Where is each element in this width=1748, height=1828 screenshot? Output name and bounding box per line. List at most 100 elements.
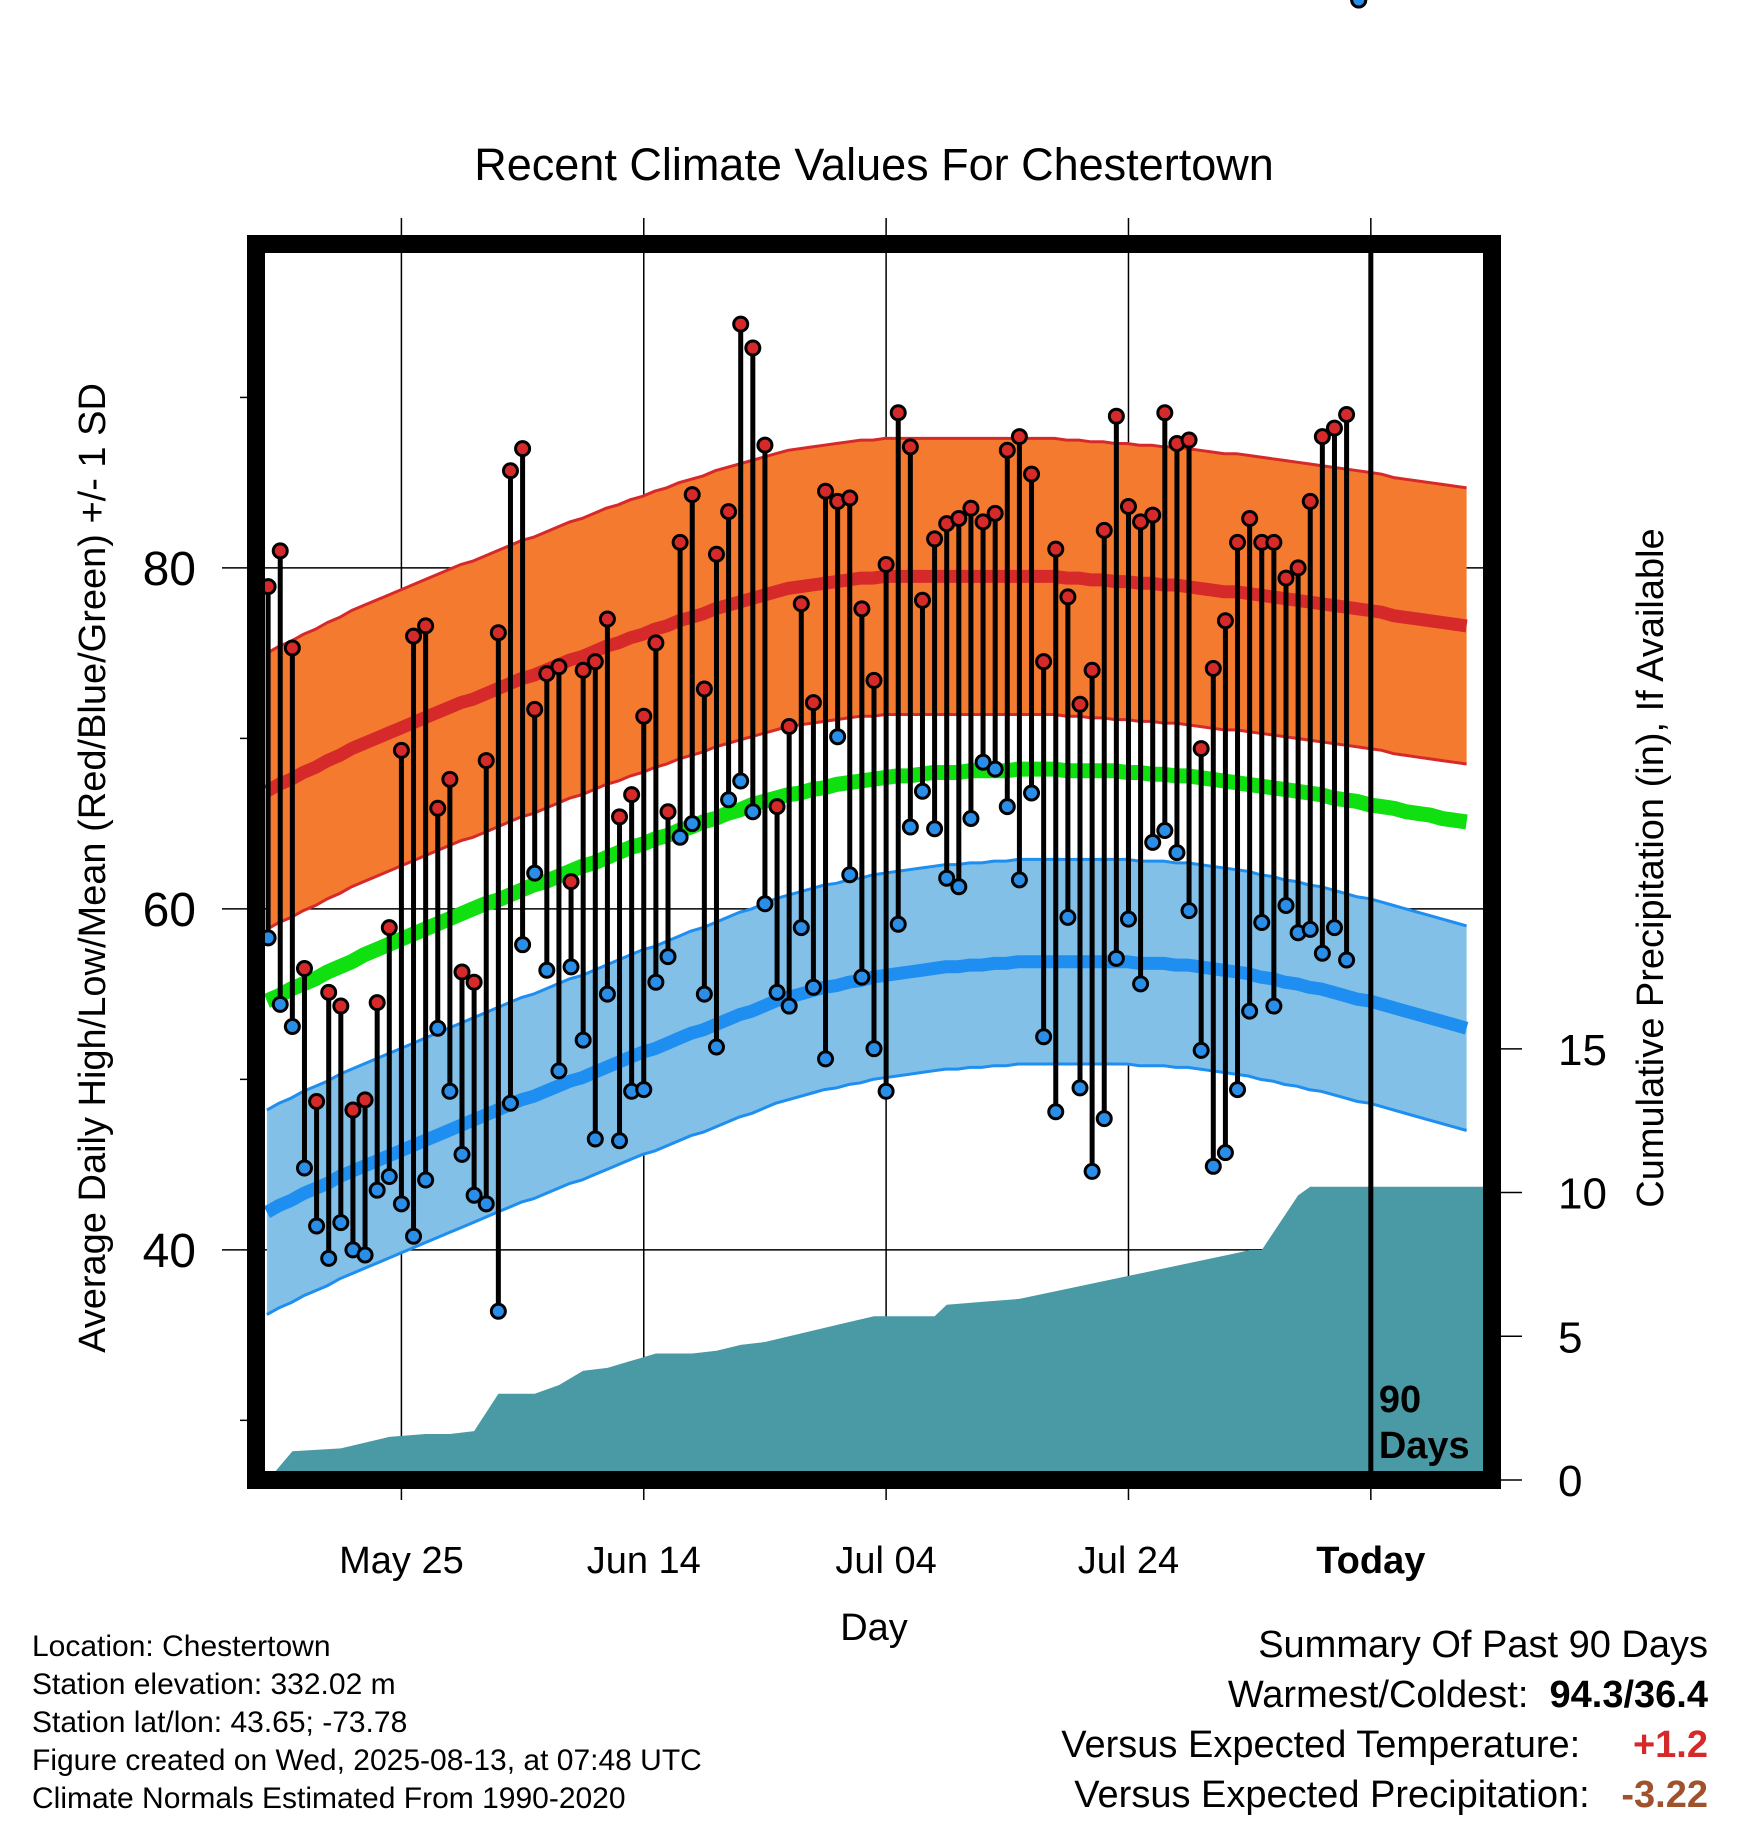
daily-high-point bbox=[429, 799, 447, 817]
info-location: Location: Chestertown bbox=[32, 1630, 331, 1663]
summary-precip-value: -3.22 bbox=[1621, 1774, 1708, 1816]
daily-high-point bbox=[611, 808, 629, 826]
low-band-lower-edge bbox=[266, 1062, 1468, 1316]
daily-low-point bbox=[586, 1130, 604, 1148]
daily-high-point bbox=[1119, 498, 1137, 516]
summary-title: Summary Of Past 90 Days bbox=[1258, 1624, 1708, 1666]
info-created: Figure created on Wed, 2025-08-13, at 07… bbox=[32, 1744, 702, 1777]
daily-high-point bbox=[441, 770, 459, 788]
daily-high-point bbox=[538, 665, 556, 683]
daily-high-point bbox=[344, 1101, 362, 1119]
daily-high-point bbox=[1156, 404, 1174, 422]
daily-high-point bbox=[1010, 428, 1028, 446]
daily-low-point bbox=[271, 995, 289, 1013]
daily-low-point bbox=[998, 798, 1016, 816]
daily-low-point bbox=[1132, 975, 1150, 993]
daily-low-point bbox=[1180, 902, 1198, 920]
daily-high-point bbox=[405, 627, 423, 645]
daily-low-point bbox=[962, 810, 980, 828]
daily-low-point bbox=[901, 818, 919, 836]
daily-low-point bbox=[562, 958, 580, 976]
y2-tick-label: 5 bbox=[1558, 1313, 1582, 1362]
daily-low-point bbox=[1144, 833, 1162, 851]
daily-high-point bbox=[804, 694, 822, 712]
daily-high-point bbox=[853, 600, 871, 618]
daily-high-point bbox=[768, 798, 786, 816]
daily-low-point bbox=[283, 1018, 301, 1036]
daily-low-point bbox=[1313, 944, 1331, 962]
daily-low-point bbox=[768, 983, 786, 1001]
daily-low-point bbox=[720, 791, 738, 809]
daily-low-point bbox=[380, 1168, 398, 1186]
daily-high-point bbox=[1047, 540, 1065, 558]
chart-title: Recent Climate Values For Chestertown bbox=[474, 139, 1274, 190]
summary-temp-row: Versus Expected Temperature: +1.2 bbox=[1061, 1720, 1708, 1770]
daily-low-point bbox=[780, 997, 798, 1015]
daily-high-point bbox=[1338, 405, 1356, 423]
daily-high-point bbox=[1229, 533, 1247, 551]
daily-high-point bbox=[635, 707, 653, 725]
daily-high-point bbox=[1083, 661, 1101, 679]
daily-high-point bbox=[586, 653, 604, 671]
info-normals: Climate Normals Estimated From 1990-2020 bbox=[32, 1782, 626, 1815]
high-band-upper-edge bbox=[266, 436, 1467, 655]
daily-high-point bbox=[1277, 569, 1295, 587]
daily-low-point bbox=[1325, 919, 1343, 937]
daily-low-point bbox=[841, 866, 859, 884]
daily-low-point bbox=[1156, 821, 1174, 839]
today-label-days: Days bbox=[1379, 1425, 1470, 1467]
daily-low-point bbox=[489, 1302, 507, 1320]
daily-high-point bbox=[392, 741, 410, 759]
summary-panel: Summary Of Past 90 Days Warmest/Coldest:… bbox=[1061, 1620, 1708, 1820]
daily-high-point bbox=[332, 997, 350, 1015]
daily-range-sticks bbox=[265, 324, 1350, 1312]
daily-high-point bbox=[417, 617, 435, 635]
daily-low-point bbox=[1338, 951, 1356, 969]
daily-high-point bbox=[1023, 465, 1041, 483]
daily-high-point bbox=[926, 530, 944, 548]
daily-low-point bbox=[441, 1082, 459, 1100]
daily-high-point bbox=[732, 315, 750, 333]
daily-high-point bbox=[780, 717, 798, 735]
low-band-upper-edge bbox=[266, 857, 1468, 1112]
daily-high-point bbox=[501, 462, 519, 480]
daily-low-point bbox=[1010, 871, 1028, 889]
daily-high-point bbox=[574, 661, 592, 679]
daily-high-point bbox=[453, 963, 471, 981]
daily-high-point bbox=[756, 436, 774, 454]
daily-low-point bbox=[1095, 1110, 1113, 1128]
daily-high-point bbox=[950, 509, 968, 527]
daily-high-point bbox=[889, 404, 907, 422]
x-tick-label: Jun 14 bbox=[587, 1540, 701, 1582]
daily-low-point bbox=[1083, 1162, 1101, 1180]
info-elevation: Station elevation: 332.02 m bbox=[32, 1668, 396, 1701]
daily-low-point bbox=[1192, 1041, 1210, 1059]
plot-frame bbox=[247, 235, 1501, 1489]
daily-high-point bbox=[865, 671, 883, 689]
daily-high-point bbox=[817, 482, 835, 500]
daily-high-point bbox=[986, 504, 1004, 522]
daily-high-point bbox=[623, 786, 641, 804]
daily-high-point bbox=[380, 919, 398, 937]
daily-high-point bbox=[1132, 513, 1150, 531]
daily-low-point bbox=[1071, 1079, 1089, 1097]
axes: May 25 Jun 14 Jul 04 Jul 24 Today 40 60 80 0 5 10 1… bbox=[143, 396, 1607, 1582]
daily-high-point bbox=[841, 489, 859, 507]
y-tick-label: 40 bbox=[143, 1225, 196, 1278]
summary-temp-label: Versus Expected Temperature: bbox=[1061, 1724, 1581, 1766]
daily-high-point bbox=[271, 542, 289, 560]
daily-low-point bbox=[756, 895, 774, 913]
daily-high-point bbox=[1035, 653, 1053, 671]
daily-low-point bbox=[1107, 949, 1125, 967]
daily-low-point bbox=[1253, 914, 1271, 932]
x-tick-label: Jul 04 bbox=[835, 1540, 936, 1582]
daily-low-point bbox=[744, 803, 762, 821]
y2-tick-label: 0 bbox=[1558, 1457, 1582, 1506]
daily-high-point bbox=[1216, 612, 1234, 630]
daily-high-point bbox=[1059, 588, 1077, 606]
daily-high-point bbox=[707, 545, 725, 563]
daily-low-point bbox=[817, 1050, 835, 1068]
daily-high-point bbox=[356, 1091, 374, 1109]
daily-high-point bbox=[477, 752, 495, 770]
